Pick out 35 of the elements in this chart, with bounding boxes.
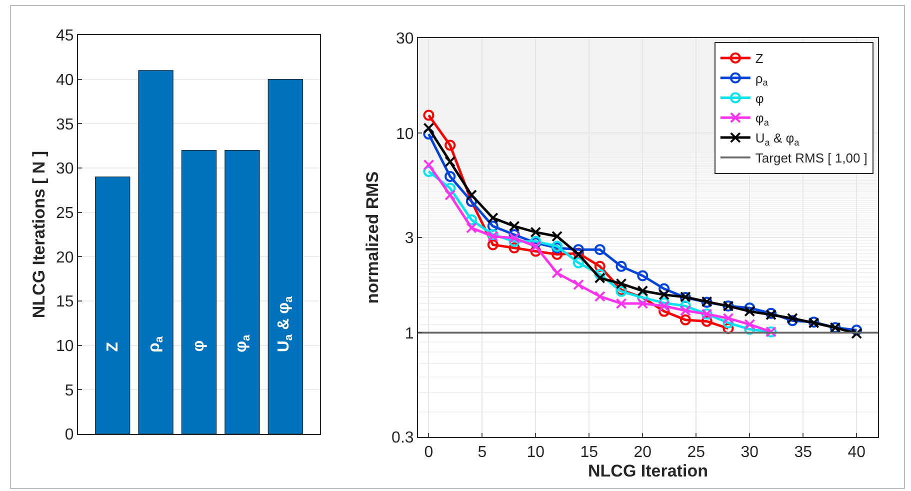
legend-label: Target RMS [ 1,00 ] xyxy=(755,150,868,166)
y-tick-label: 15 xyxy=(56,294,74,311)
x-tick-label: 15 xyxy=(580,444,598,462)
legend-label: φ xyxy=(755,90,764,106)
x-tick-label: 30 xyxy=(740,444,759,462)
category-label: Z xyxy=(104,342,122,352)
y-tick-label: 30 xyxy=(56,160,74,178)
y-tick-label: 10 xyxy=(396,126,414,143)
x-tick-label: 20 xyxy=(634,444,652,462)
x-tick-label: 40 xyxy=(848,444,866,462)
y-tick-label: 30 xyxy=(396,30,414,48)
y-tick-label: 10 xyxy=(56,338,74,355)
y-tick-label: 3 xyxy=(404,230,414,248)
y-tick-label: 20 xyxy=(56,249,74,266)
x-tick-label: 5 xyxy=(478,444,487,462)
y-tick-label: 5 xyxy=(64,382,74,400)
y-tick-label: 25 xyxy=(56,204,74,222)
x-axis-title: NLCG Iteration xyxy=(588,462,708,481)
category-label: φ xyxy=(190,340,208,352)
y-tick-label: 40 xyxy=(56,72,74,89)
y-tick-label: 0 xyxy=(64,426,74,444)
legend-label: φ$_{a}$ xyxy=(755,110,770,128)
x-tick-label: 0 xyxy=(424,444,434,462)
x-tick-label: 25 xyxy=(687,444,706,462)
legend-label: ρ$_{a}$ xyxy=(755,70,769,88)
y-axis-title: NLCG Iterations [ N ] xyxy=(30,150,49,318)
y-axis-title: normalized RMS xyxy=(363,171,382,304)
x-tick-label: 35 xyxy=(794,444,812,462)
y-tick-label: 0.3 xyxy=(392,430,414,447)
y-tick-label: 1 xyxy=(404,325,414,342)
legend-label: Z xyxy=(755,51,764,66)
legend-label: U$_{a}$ & φ$_{a}$ xyxy=(755,130,800,148)
y-tick-label: 45 xyxy=(56,28,74,45)
y-tick-label: 35 xyxy=(56,116,74,134)
x-tick-label: 10 xyxy=(526,444,545,462)
